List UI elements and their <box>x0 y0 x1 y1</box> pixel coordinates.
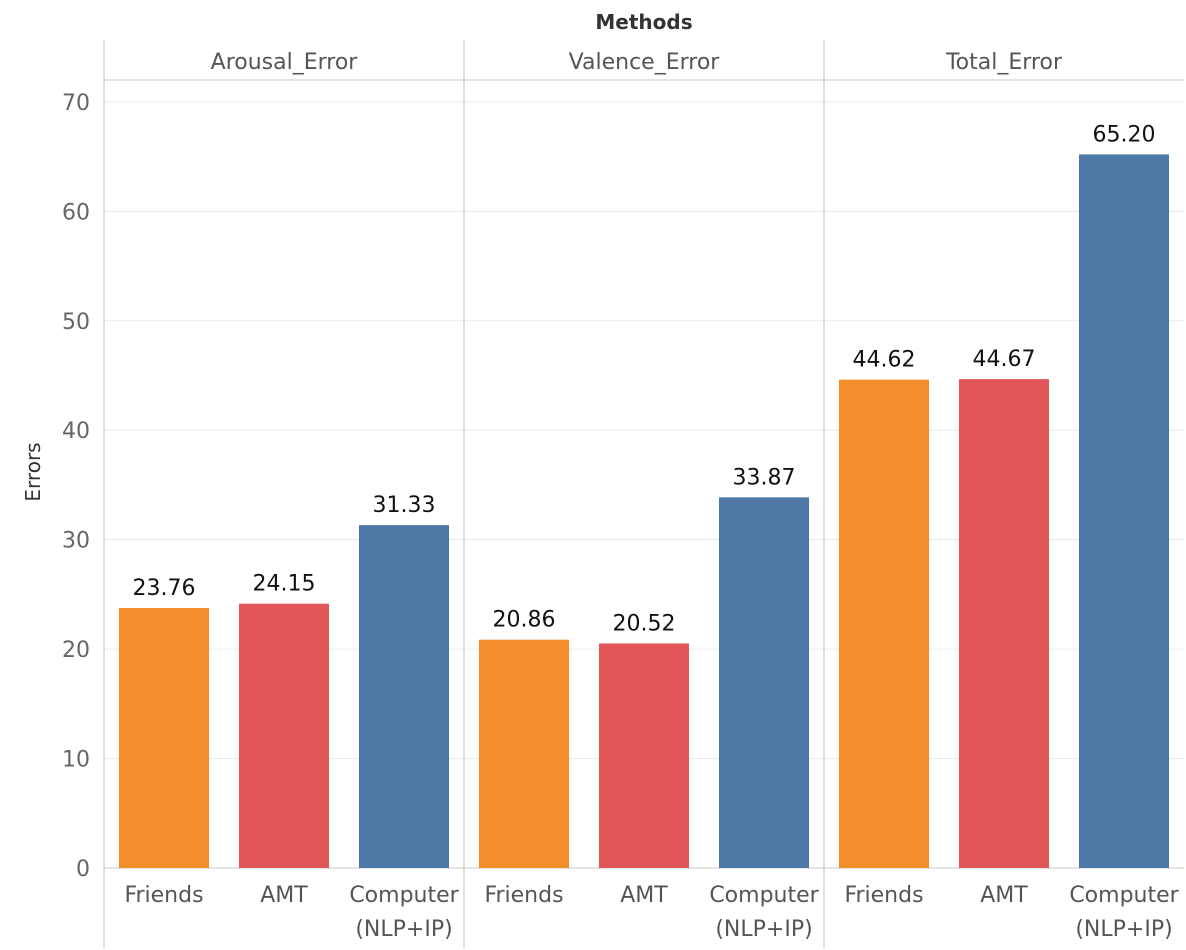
data-label: 65.20 <box>1093 122 1156 147</box>
panel-header-label: Total_Error <box>945 50 1063 75</box>
bar <box>359 525 449 868</box>
y-tick-label: 50 <box>62 310 90 335</box>
x-tick-label: AMT <box>260 883 308 908</box>
data-label: 31.33 <box>373 493 436 518</box>
data-label: 20.52 <box>613 611 676 636</box>
y-tick-label: 70 <box>62 91 90 116</box>
y-tick-label: 20 <box>62 638 90 663</box>
x-tick-label: Computer <box>1069 883 1179 908</box>
panel-header-label: Valence_Error <box>569 50 721 75</box>
data-label: 33.87 <box>733 465 796 490</box>
y-axis: 0 10 20 30 40 50 60 70 <box>62 91 90 882</box>
value-labels: 23.76 24.15 31.33 20.86 20.52 33.87 44.62 44.67… <box>133 122 1156 636</box>
bar <box>959 379 1049 868</box>
y-tick-label: 40 <box>62 419 90 444</box>
panel-headers: Arousal_Error Valence_Error Total_Error <box>211 50 1063 75</box>
x-tick-label: (NLP+IP) <box>1075 917 1172 942</box>
y-tick-label: 60 <box>62 200 90 225</box>
x-tick-label: AMT <box>980 883 1028 908</box>
x-tick-label: (NLP+IP) <box>355 917 452 942</box>
x-tick-label: Friends <box>484 883 563 908</box>
bar <box>599 643 689 868</box>
chart-title: Methods <box>595 10 692 34</box>
x-tick-label: (NLP+IP) <box>715 917 812 942</box>
x-tick-label: Computer <box>349 883 459 908</box>
data-label: 20.86 <box>493 608 556 633</box>
category-labels: Friends AMT Computer (NLP+IP) Friends AMT Comp… <box>124 883 1179 942</box>
data-label: 44.67 <box>973 347 1036 372</box>
x-tick-label: AMT <box>620 883 668 908</box>
y-tick-label: 10 <box>62 748 90 773</box>
y-axis-label: Errors <box>21 442 45 501</box>
x-tick-label: Friends <box>844 883 923 908</box>
panel-header-label: Arousal_Error <box>211 50 359 75</box>
bar <box>719 497 809 868</box>
bar <box>1079 154 1169 868</box>
bar <box>839 379 929 868</box>
y-tick-label: 30 <box>62 529 90 554</box>
data-label: 44.62 <box>853 348 916 373</box>
bars <box>119 154 1169 868</box>
y-tick-label: 0 <box>76 857 90 882</box>
x-tick-label: Computer <box>709 883 819 908</box>
bar <box>479 639 569 868</box>
x-tick-label: Friends <box>124 883 203 908</box>
data-label: 24.15 <box>253 572 316 597</box>
data-label: 23.76 <box>133 576 196 601</box>
bar <box>119 607 209 868</box>
bar <box>239 603 329 868</box>
